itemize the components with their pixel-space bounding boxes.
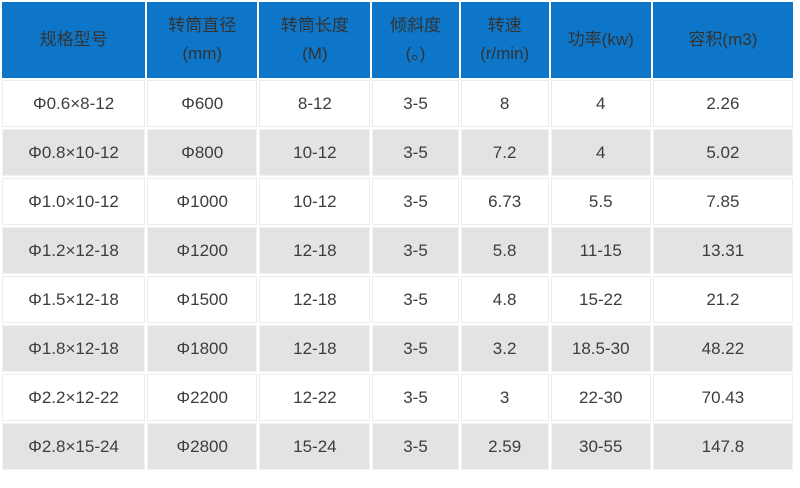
table-cell: Φ1.5×12-18 [2, 276, 146, 323]
table-cell: Φ1.0×10-12 [2, 178, 146, 225]
table-cell: 12-18 [259, 276, 371, 323]
column-header-line2: (。) [405, 44, 426, 63]
table-cell: 3.2 [460, 325, 549, 372]
column-header-5: 功率(kw) [550, 2, 651, 78]
table-cell: Φ1000 [147, 178, 258, 225]
table-cell: Φ1800 [147, 325, 258, 372]
column-header-line1: 转筒长度 [280, 15, 349, 35]
table-cell: 4 [550, 129, 651, 176]
table-row: Φ0.8×10-12 Φ800 10-12 3-5 7.2 4 5.02 [2, 129, 793, 176]
table-row: Φ1.8×12-18 Φ1800 12-18 3-5 3.2 18.5-30 48.22 [2, 325, 793, 372]
column-header-2: 转筒长度 (M) [259, 2, 371, 78]
table-cell: Φ0.8×10-12 [2, 129, 146, 176]
table-cell: 7.2 [460, 129, 549, 176]
column-header-4: 转速 (r/min) [460, 2, 549, 78]
column-header-line2: (mm) [182, 44, 223, 63]
table-cell: 3-5 [372, 374, 459, 421]
table-cell: 48.22 [652, 325, 793, 372]
table-row: Φ1.5×12-18 Φ1500 12-18 3-5 4.8 15-22 21.2 [2, 276, 793, 323]
table-cell: 3-5 [372, 423, 459, 470]
table-row: Φ1.0×10-12 Φ1000 10-12 3-5 6.73 5.5 7.85 [2, 178, 793, 225]
table-cell: 5.02 [652, 129, 793, 176]
table-cell: 147.8 [652, 423, 793, 470]
table-cell: 11-15 [550, 227, 651, 274]
table-cell: Φ2800 [147, 423, 258, 470]
table-cell: 10-12 [259, 178, 371, 225]
column-header-line1: 倾斜度 [390, 15, 441, 35]
header-row: 规格型号 转筒直径 (mm) 转筒长度 (M) 倾斜度 (。) 转速 (r/min) 功率(kw)… [2, 2, 793, 78]
spec-table-body: Φ0.6×8-12 Φ600 8-12 3-5 8 4 2.26 Φ0.8×10-12 Φ800… [2, 80, 793, 470]
table-cell: 4.8 [460, 276, 549, 323]
column-header-line1: 转筒直径 [168, 15, 237, 35]
table-cell: 6.73 [460, 178, 549, 225]
table-cell: 12-18 [259, 325, 371, 372]
table-cell: 8-12 [259, 80, 371, 127]
table-cell: 18.5-30 [550, 325, 651, 372]
table-cell: 12-22 [259, 374, 371, 421]
table-cell: Φ0.6×8-12 [2, 80, 146, 127]
column-header-line1: 规格型号 [39, 29, 108, 49]
table-row: Φ0.6×8-12 Φ600 8-12 3-5 8 4 2.26 [2, 80, 793, 127]
table-cell: 2.59 [460, 423, 549, 470]
table-cell: 2.26 [652, 80, 793, 127]
table-cell: Φ2.2×12-22 [2, 374, 146, 421]
column-header-line2: (M) [302, 44, 328, 63]
table-cell: Φ1500 [147, 276, 258, 323]
table-cell: 7.85 [652, 178, 793, 225]
table-cell: Φ2200 [147, 374, 258, 421]
table-cell: 13.31 [652, 227, 793, 274]
table-cell: 30-55 [550, 423, 651, 470]
column-header-line1: 转速 [487, 15, 522, 35]
column-header-line2: (r/min) [480, 44, 530, 63]
column-header-line1: 容积(m3) [688, 29, 758, 49]
column-header-6: 容积(m3) [652, 2, 793, 78]
table-cell: 3-5 [372, 80, 459, 127]
table-row: Φ1.2×12-18 Φ1200 12-18 3-5 5.8 11-15 13.31 [2, 227, 793, 274]
table-cell: 70.43 [652, 374, 793, 421]
spec-table-header: 规格型号 转筒直径 (mm) 转筒长度 (M) 倾斜度 (。) 转速 (r/min) 功率(kw)… [2, 2, 793, 78]
rotary-drum-spec-table: 规格型号 转筒直径 (mm) 转筒长度 (M) 倾斜度 (。) 转速 (r/min) 功率(kw)… [2, 2, 793, 470]
table-cell: 3-5 [372, 178, 459, 225]
table-cell: 21.2 [652, 276, 793, 323]
table-cell: Φ1200 [147, 227, 258, 274]
table-cell: 5.8 [460, 227, 549, 274]
table-cell: Φ800 [147, 129, 258, 176]
column-header-0: 规格型号 [2, 2, 146, 78]
column-header-line1: 功率(kw) [567, 29, 634, 49]
table-row: Φ2.8×15-24 Φ2800 15-24 3-5 2.59 30-55 147.8 [2, 423, 793, 470]
table-cell: 3-5 [372, 325, 459, 372]
table-cell: 3-5 [372, 129, 459, 176]
table-cell: 12-18 [259, 227, 371, 274]
table-cell: Φ1.8×12-18 [2, 325, 146, 372]
table-cell: Φ2.8×15-24 [2, 423, 146, 470]
table-cell: 3-5 [372, 227, 459, 274]
column-header-3: 倾斜度 (。) [372, 2, 459, 78]
table-cell: 4 [550, 80, 651, 127]
table-cell: 22-30 [550, 374, 651, 421]
table-cell: 5.5 [550, 178, 651, 225]
table-cell: 8 [460, 80, 549, 127]
column-header-1: 转筒直径 (mm) [147, 2, 258, 78]
table-cell: 3-5 [372, 276, 459, 323]
table-cell: 10-12 [259, 129, 371, 176]
table-row: Φ2.2×12-22 Φ2200 12-22 3-5 3 22-30 70.43 [2, 374, 793, 421]
table-cell: Φ600 [147, 80, 258, 127]
table-cell: 15-24 [259, 423, 371, 470]
table-cell: 15-22 [550, 276, 651, 323]
table-cell: Φ1.2×12-18 [2, 227, 146, 274]
table-cell: 3 [460, 374, 549, 421]
